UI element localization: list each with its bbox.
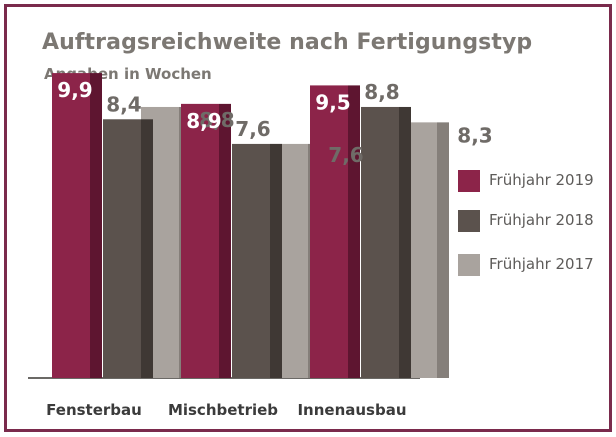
legend-label: Frühjahr 2019	[489, 171, 594, 189]
value-label: 9,9	[57, 78, 92, 102]
bar-side	[141, 119, 153, 378]
value-label: 8,8	[199, 108, 234, 132]
value-label: 7,6	[328, 143, 363, 167]
legend-swatch	[458, 254, 480, 276]
bar-side	[90, 73, 102, 378]
bar-mischbetrieb-frühjahr-2019	[181, 103, 231, 378]
bar-face	[103, 119, 141, 378]
bar-face	[361, 106, 399, 379]
bar-face	[310, 85, 348, 379]
bar-face	[232, 143, 270, 378]
chart-title: Auftragsreichweite nach Fertigungstyp	[42, 30, 533, 55]
bar-side	[348, 85, 360, 379]
category-label-innenausbau: Innenausbau	[297, 401, 406, 419]
legend-swatch	[458, 210, 480, 232]
bar-fensterbau-frühjahr-2018	[103, 119, 153, 378]
value-label: 9,5	[315, 90, 350, 114]
category-label-fensterbau: Fensterbau	[46, 401, 142, 419]
bar-side	[399, 106, 411, 379]
bar-innenausbau-frühjahr-2018	[361, 106, 411, 379]
legend-swatch	[458, 170, 480, 192]
bar-mischbetrieb-frühjahr-2018	[232, 143, 282, 378]
bar-side	[219, 103, 231, 378]
value-label: 8,4	[106, 92, 141, 116]
value-label: 8,9	[186, 109, 221, 133]
bar-face	[52, 73, 90, 378]
bar-innenausbau-frühjahr-2019	[310, 85, 360, 379]
legend-label: Frühjahr 2018	[489, 211, 594, 229]
bar-face	[181, 103, 219, 378]
category-label-mischbetrieb: Mischbetrieb	[168, 401, 278, 419]
value-label: 8,3	[457, 123, 492, 147]
value-label: 7,6	[235, 117, 270, 141]
bar-side	[270, 143, 282, 378]
bar-fensterbau-frühjahr-2019	[52, 73, 102, 378]
value-label: 8,8	[364, 80, 399, 104]
bar-side	[437, 122, 449, 378]
legend-label: Frühjahr 2017	[489, 255, 594, 273]
